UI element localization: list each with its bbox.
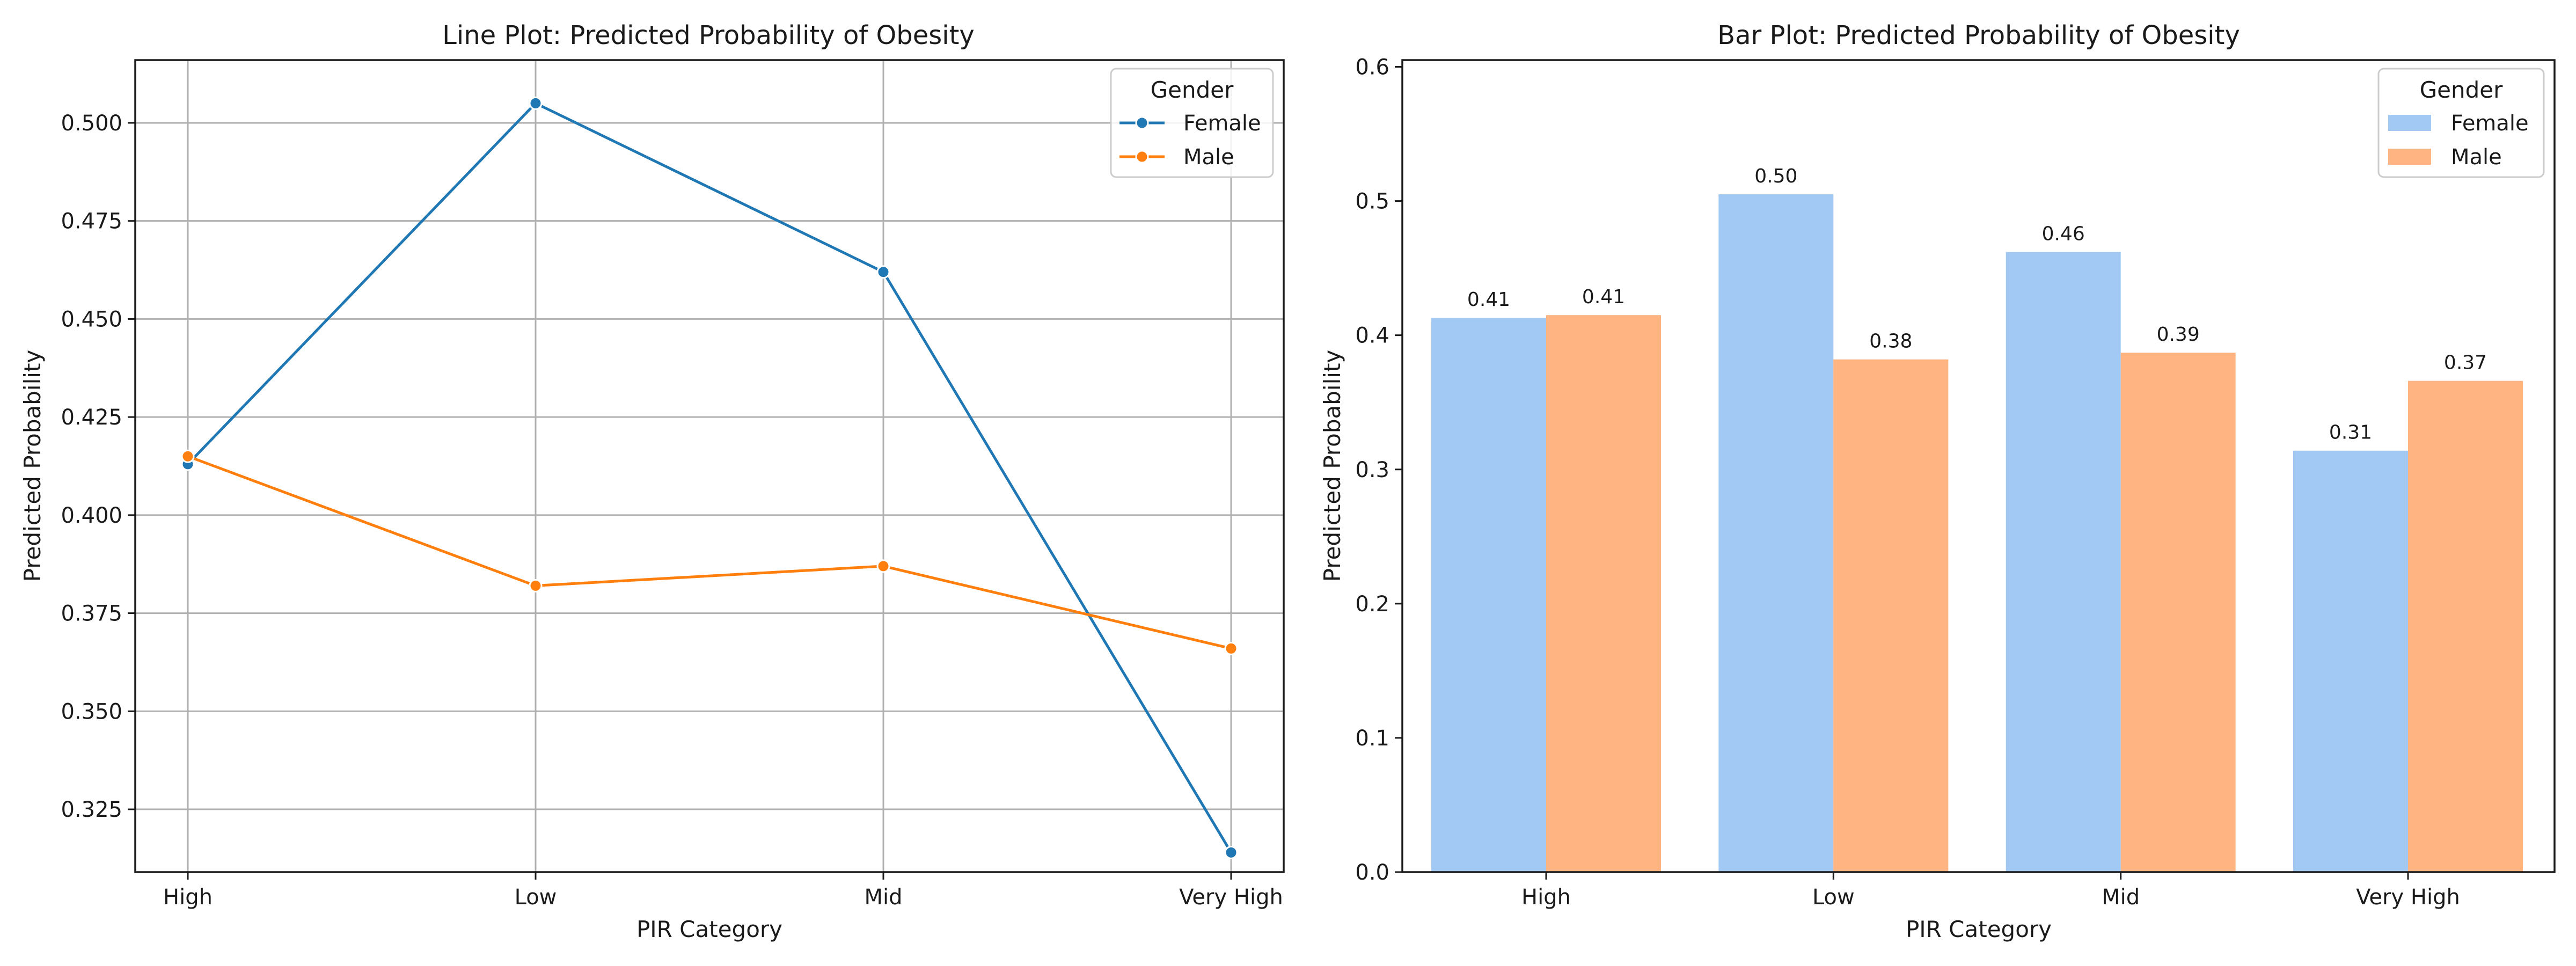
bar-chart-y-tick-label: 0.0	[1355, 860, 1389, 885]
line-chart-y-tick-label: 0.400	[61, 503, 122, 528]
bar-chart-x-axis: High Low Mid Very High	[1521, 872, 2460, 910]
line-chart-x-tick-label-very-high: Very High	[1179, 885, 1283, 910]
line-chart-y-tick-label: 0.475	[61, 209, 122, 234]
bar-female-high	[1431, 318, 1546, 872]
bar-female-low	[1718, 194, 1834, 872]
legend-female-swatch	[2388, 115, 2431, 131]
bar-chart-y-tick-label: 0.4	[1355, 324, 1389, 348]
line-chart: Line Plot: Predicted Probability of Obes…	[19, 20, 1285, 942]
line-chart-series	[181, 96, 1238, 859]
bar-chart-x-tick-label-very-high: Very High	[2356, 885, 2460, 910]
bar-chart-y-tick-label: 0.2	[1355, 592, 1389, 617]
bar-chart-bars	[1431, 194, 2523, 873]
point-male-high	[181, 449, 195, 463]
line-chart-title: Line Plot: Predicted Probability of Obes…	[442, 20, 975, 50]
line-chart-legend-title: Gender	[1151, 77, 1234, 103]
bar-female-mid	[2006, 252, 2121, 873]
bar-label-male-very-high: 0.37	[2444, 352, 2487, 374]
bar-male-low	[1833, 359, 1949, 872]
bar-chart-frame	[1401, 59, 2556, 873]
bar-chart-legend: Gender Female Male	[2377, 68, 2545, 178]
bar-label-female-high: 0.41	[1467, 289, 1510, 311]
bar-chart-y-axis-label: Predicted Probability	[1319, 350, 1345, 582]
point-female-very-high	[1224, 845, 1238, 859]
line-chart-frame	[134, 59, 1285, 873]
bar-chart-y-axis: 0.0 0.1 0.2 0.3 0.4 0.5 0.6	[1355, 55, 1402, 885]
line-chart-x-axis-label: PIR Category	[636, 916, 782, 942]
bar-label-male-low: 0.38	[1869, 331, 1912, 353]
line-chart-x-tick-label-low: Low	[515, 885, 557, 910]
bar-chart-legend-title: Gender	[2420, 77, 2504, 103]
legend-male-label: Male	[1183, 145, 1234, 170]
bar-male-mid	[2120, 353, 2236, 872]
point-female-low	[529, 96, 543, 110]
legend-female-marker	[1135, 116, 1149, 130]
line-chart-x-tick-label-high: High	[163, 885, 213, 910]
legend-male-label: Male	[2451, 145, 2502, 170]
bar-chart-y-tick-label: 0.3	[1355, 458, 1389, 482]
point-male-mid	[876, 559, 890, 573]
bar-chart-x-tick-label-mid: Mid	[2102, 885, 2140, 910]
legend-female-label: Female	[1183, 111, 1261, 136]
bar-chart-title: Bar Plot: Predicted Probability of Obesi…	[1717, 20, 2240, 50]
bar-chart-x-tick-label-low: Low	[1812, 885, 1855, 910]
line-chart-x-axis: High Low Mid Very High	[163, 872, 1283, 910]
bar-label-female-low: 0.50	[1754, 165, 1797, 187]
line-chart-y-tick-label: 0.500	[61, 111, 122, 136]
bar-chart-y-tick-label: 0.5	[1355, 189, 1389, 214]
line-series-female	[187, 101, 1233, 853]
legend-female-label: Female	[2451, 111, 2529, 136]
line-chart-x-tick-label-mid: Mid	[864, 885, 902, 910]
bar-chart-x-tick-label-high: High	[1521, 885, 1571, 910]
line-chart-y-tick-label: 0.350	[61, 699, 122, 724]
point-male-low	[529, 579, 543, 592]
legend-male-marker	[1135, 150, 1149, 164]
line-chart-y-tick-label: 0.375	[61, 602, 122, 626]
line-chart-y-axis-label: Predicted Probability	[19, 350, 46, 582]
bar-label-male-high: 0.41	[1582, 286, 1625, 308]
bar-chart: Bar Plot: Predicted Probability of Obesi…	[1319, 20, 2556, 942]
bar-label-male-mid: 0.39	[2157, 324, 2200, 346]
line-chart-y-tick-label: 0.450	[61, 307, 122, 332]
point-male-very-high	[1224, 641, 1238, 655]
bar-chart-x-axis-label: PIR Category	[1906, 916, 2052, 942]
bar-male-high	[1546, 315, 1661, 873]
legend-male-swatch	[2388, 149, 2431, 165]
line-series-male	[187, 455, 1232, 650]
bar-female-very-high	[2293, 450, 2408, 872]
bar-chart-data-labels: 0.41 0.50 0.46 0.31 0.41 0.38 0.39 0.37	[1467, 165, 2487, 444]
line-chart-legend-box	[1110, 68, 1274, 178]
line-chart-y-tick-label: 0.325	[61, 797, 122, 822]
bar-male-very-high	[2408, 380, 2523, 872]
line-chart-y-tick-label: 0.425	[61, 405, 122, 430]
bar-chart-y-tick-label: 0.6	[1355, 55, 1389, 80]
bar-chart-y-tick-label: 0.1	[1355, 726, 1389, 751]
line-chart-y-axis: 0.325 0.350 0.375 0.400 0.425 0.450 0.475 0.500	[61, 111, 135, 822]
bar-label-female-very-high: 0.31	[2329, 422, 2372, 444]
point-female-mid	[876, 265, 890, 279]
line-chart-legend: Gender Female Male	[1110, 68, 1274, 178]
bar-label-female-mid: 0.46	[2042, 223, 2085, 245]
